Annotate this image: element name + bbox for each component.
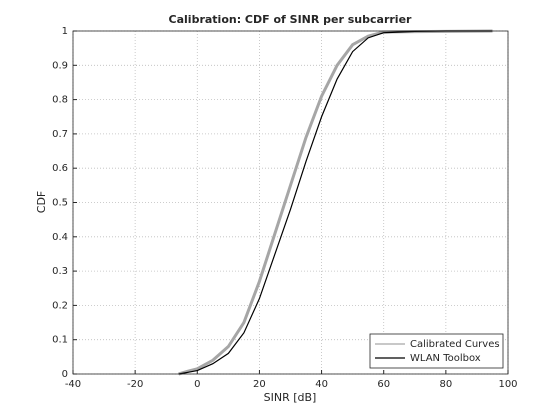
y-tick-label: 0.8: [52, 95, 68, 106]
y-tick-label: 0.1: [52, 335, 68, 346]
y-tick-label: 0.9: [52, 60, 68, 71]
x-tick-label: 60: [377, 379, 390, 390]
y-tick-label: 0.4: [52, 232, 68, 243]
y-tick-label: 0.2: [52, 300, 68, 311]
chart-title: Calibration: CDF of SINR per subcarrier: [169, 13, 413, 26]
axes-box: [72, 30, 509, 375]
y-tick-label: 0.5: [52, 198, 68, 209]
x-tick-label: 0: [194, 379, 200, 390]
series-line: [178, 30, 493, 375]
legend-box: [369, 333, 504, 369]
legend-label: WLAN Toolbox: [410, 353, 481, 364]
y-axis-label: CDF: [35, 191, 48, 213]
y-tick-label: 0.7: [52, 129, 68, 140]
y-tick-label: 1: [62, 26, 68, 37]
x-tick-label: -40: [65, 379, 81, 390]
x-tick-label: 80: [439, 379, 452, 390]
y-tick-label: 0.3: [52, 266, 68, 277]
y-tick-label: 0: [62, 369, 68, 380]
x-tick-label: -20: [127, 379, 143, 390]
y-tick-label: 0.6: [52, 163, 68, 174]
x-tick-label: 20: [253, 379, 266, 390]
x-axis-label: SINR [dB]: [264, 391, 317, 404]
x-tick-label: 40: [315, 379, 328, 390]
x-tick-label: 100: [498, 379, 517, 390]
legend-label: Calibrated Curves: [410, 339, 500, 350]
